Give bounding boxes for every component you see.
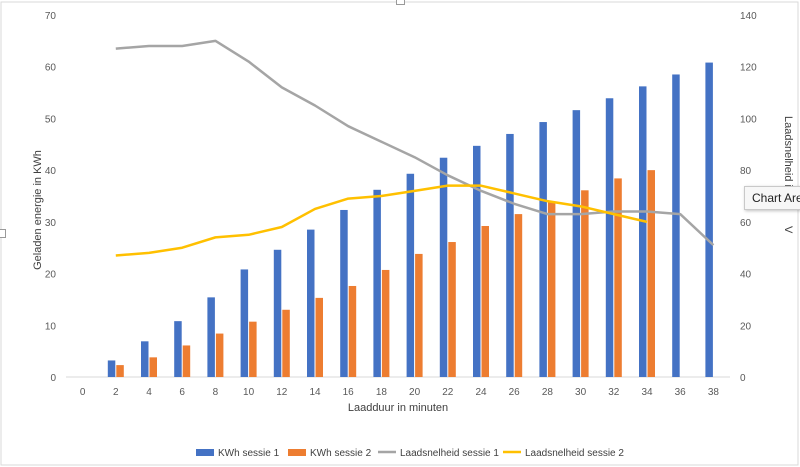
x-tick-label: 14	[309, 387, 321, 398]
x-tick-label: 16	[343, 387, 355, 398]
legend[interactable]: KWh sessie 1 KWh sessie 2 Laadsnelheid s…	[196, 448, 624, 459]
bar-kwh-sessie-1	[340, 209, 348, 377]
legend-swatch-kwh1	[196, 449, 214, 456]
bar-kwh-sessie-2	[415, 253, 423, 377]
x-tick-label: 28	[542, 387, 554, 398]
x-tick-label: 4	[146, 387, 152, 398]
line-laadsnelheid-sessie-1	[115, 39, 715, 247]
x-tick-label: 34	[641, 387, 653, 398]
y2-tick-label: 120	[740, 63, 757, 74]
y2-axis-title: Laadsnelheid i	[782, 116, 794, 187]
x-axis-ticks: 0 2 4 6 8 10 12 14 16 18 20 22 24 26 28 30 32 34 36 38	[80, 387, 720, 398]
bar-kwh-sessie-1	[406, 173, 415, 377]
x-tick-label: 20	[409, 387, 421, 398]
y-tick-label: 20	[45, 270, 57, 281]
bar-kwh-sessie-1	[639, 86, 647, 377]
bar-kwh-sessie-2	[647, 170, 655, 377]
bar-kwh-sessie-2	[481, 225, 489, 377]
bar-kwh-sessie-1	[240, 269, 249, 377]
x-tick-label: 6	[179, 387, 185, 398]
bar-kwh-sessie-2	[614, 178, 622, 377]
bar-kwh-sessie-1	[307, 229, 315, 377]
bar-kwh-sessie-1	[672, 74, 680, 377]
bar-kwh-sessie-2	[448, 242, 456, 377]
y2-tick-label: 60	[740, 218, 752, 229]
line-laadsnelheid-sessie-2	[115, 184, 648, 257]
bars	[107, 62, 713, 377]
bar-kwh-sessie-1	[373, 189, 381, 377]
y2-tick-label: 20	[740, 321, 752, 332]
x-tick-label: 32	[608, 387, 620, 398]
bar-kwh-sessie-2	[315, 297, 323, 377]
y-tick-label: 40	[45, 166, 57, 177]
x-tick-label: 22	[442, 387, 454, 398]
bar-kwh-sessie-2	[215, 333, 224, 377]
bar-kwh-sessie-1	[439, 157, 448, 377]
x-tick-label: 12	[276, 387, 288, 398]
bar-kwh-sessie-2	[149, 357, 157, 377]
x-tick-label: 2	[113, 387, 119, 398]
bar-kwh-sessie-2	[116, 365, 124, 377]
legend-swatch-kwh2	[288, 449, 306, 456]
resize-handle-left[interactable]	[0, 229, 6, 238]
bar-kwh-sessie-1	[207, 297, 215, 377]
bar-kwh-sessie-1	[273, 249, 282, 377]
chart-area-tooltip: Chart Area	[744, 186, 800, 210]
y2-tick-label: 0	[740, 373, 746, 384]
legend-label-kwh1: KWh sessie 1	[218, 448, 280, 459]
y-tick-label: 50	[45, 114, 57, 125]
bar-kwh-sessie-2	[182, 345, 191, 377]
bar-kwh-sessie-1	[506, 133, 514, 377]
y2-tick-label: 140	[740, 11, 757, 22]
bar-kwh-sessie-2	[514, 214, 523, 377]
legend-label-rate2: Laadsnelheid sessie 2	[525, 448, 624, 459]
y-tick-label: 0	[50, 373, 56, 384]
y2-axis-title-fragment: V	[782, 226, 794, 234]
legend-label-rate1: Laadsnelheid sessie 1	[400, 448, 499, 459]
y-tick-label: 10	[45, 321, 57, 332]
x-tick-label: 10	[243, 387, 255, 398]
x-tick-label: 18	[376, 387, 388, 398]
bar-kwh-sessie-1	[539, 122, 547, 377]
legend-label-kwh2: KWh sessie 2	[310, 448, 372, 459]
left-axis-ticks: 0 10 20 30 40 50 60 70	[45, 11, 57, 384]
x-tick-label: 36	[675, 387, 687, 398]
bar-kwh-sessie-2	[581, 190, 589, 377]
x-tick-label: 8	[213, 387, 219, 398]
bar-kwh-sessie-2	[282, 309, 290, 377]
x-tick-label: 26	[509, 387, 521, 398]
y2-tick-label: 40	[740, 270, 752, 281]
x-tick-label: 30	[575, 387, 587, 398]
bar-kwh-sessie-2	[381, 269, 390, 377]
bar-kwh-sessie-1	[605, 98, 614, 377]
x-tick-label: 24	[475, 387, 487, 398]
resize-handle-top[interactable]	[396, 0, 405, 5]
x-tick-label: 0	[80, 387, 86, 398]
right-axis-ticks: 0 20 40 60 80 100 120 140	[740, 11, 757, 384]
lines	[115, 39, 715, 257]
x-axis-title: Laadduur in minuten	[348, 402, 448, 414]
bar-kwh-sessie-1	[473, 145, 481, 377]
x-tick-label: 38	[708, 387, 720, 398]
y-axis-title: Geladen energie in KWh	[32, 150, 44, 270]
y-tick-label: 70	[45, 11, 57, 22]
bar-kwh-sessie-2	[547, 202, 556, 377]
bar-kwh-sessie-1	[107, 360, 116, 377]
bar-kwh-sessie-2	[249, 321, 257, 377]
bar-kwh-sessie-1	[174, 321, 182, 377]
bar-kwh-sessie-1	[141, 341, 149, 377]
bar-kwh-sessie-1	[705, 62, 713, 377]
y2-tick-label: 80	[740, 166, 752, 177]
bar-kwh-sessie-2	[348, 285, 357, 377]
y-tick-label: 30	[45, 218, 57, 229]
y2-tick-label: 100	[740, 114, 757, 125]
bar-kwh-sessie-1	[572, 110, 581, 377]
y-tick-label: 60	[45, 63, 57, 74]
